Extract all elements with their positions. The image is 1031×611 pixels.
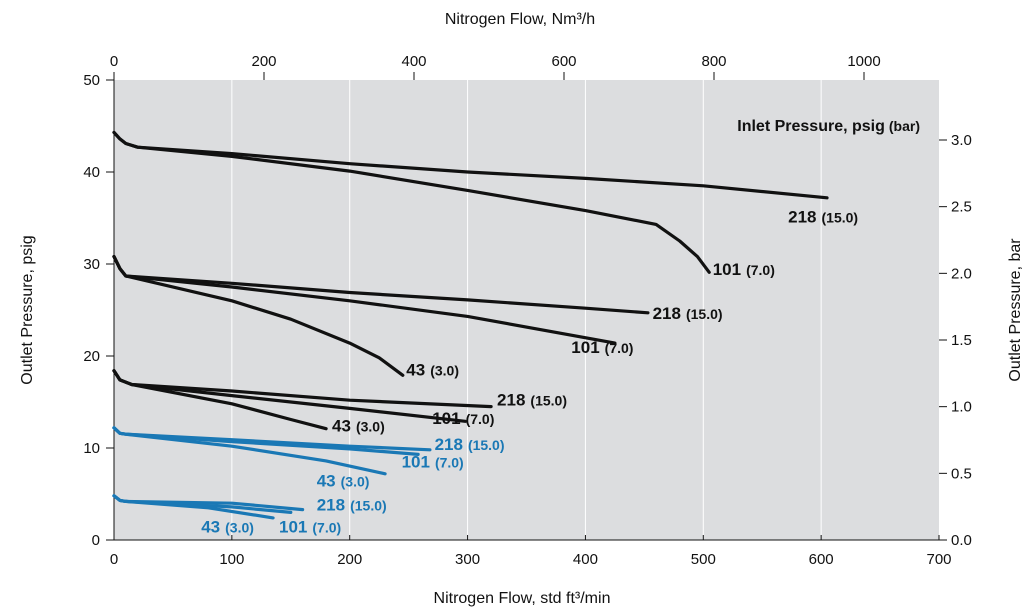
curve-labels: 218 (15.0)101 (7.0)218 (15.0)101 (7.0)43 (3.0… <box>201 208 858 537</box>
x2-tick-label: 600 <box>551 53 576 70</box>
curve-label: 218 (15.0) <box>653 304 723 323</box>
x-tick-label: 500 <box>691 551 716 568</box>
y2-tick-label: 1.0 <box>951 399 972 416</box>
x2-tick-label: 200 <box>251 53 276 70</box>
curve-label: 218 (15.0) <box>497 391 567 410</box>
x-tick-label: 100 <box>219 551 244 568</box>
curve-label: 101 (7.0) <box>571 338 633 357</box>
inlet-pressure-annotation: Inlet Pressure, psig (bar) <box>737 118 920 135</box>
x2-axis-title: Nitrogen Flow, Nm³/h <box>445 11 595 28</box>
y-tick-label: 40 <box>83 164 100 181</box>
curve-label: 101 (7.0) <box>713 260 775 279</box>
y-tick-label: 10 <box>83 440 100 457</box>
y2-axis-ticks: 0.0 0.5 1.0 1.5 2.0 2.5 3.0 <box>939 132 972 549</box>
x2-tick-label: 400 <box>401 53 426 70</box>
y2-tick-label: 2.0 <box>951 265 972 282</box>
curve-label: 101 (7.0) <box>279 518 341 537</box>
y-tick-label: 50 <box>83 72 100 89</box>
y2-tick-label: 0.5 <box>951 465 972 482</box>
y-axis-ticks: 0 10 20 30 40 50 <box>83 72 114 549</box>
y2-tick-label: 2.5 <box>951 199 972 216</box>
x2-tick-label: 1000 <box>847 53 880 70</box>
curve-label: 43 (3.0) <box>317 472 370 491</box>
y2-tick-label: 0.0 <box>951 532 972 549</box>
curve-label: 43 (3.0) <box>406 360 459 379</box>
x-tick-label: 400 <box>573 551 598 568</box>
y2-tick-label: 1.5 <box>951 332 972 349</box>
y-tick-label: 30 <box>83 256 100 273</box>
y-tick-label: 20 <box>83 348 100 365</box>
series-lines <box>112 130 829 520</box>
curve-label: 43 (3.0) <box>332 416 385 435</box>
x-tick-label: 300 <box>455 551 480 568</box>
x-axis-title: Nitrogen Flow, std ft³/min <box>434 590 611 607</box>
curve-label: 101 (7.0) <box>432 409 494 428</box>
y2-tick-label: 3.0 <box>951 132 972 149</box>
series-line <box>112 369 328 431</box>
curve-label: 218 (15.0) <box>788 208 858 227</box>
x-tick-label: 200 <box>337 551 362 568</box>
x2-tick-label: 0 <box>110 53 118 70</box>
series-line <box>112 255 405 377</box>
x-tick-label: 600 <box>809 551 834 568</box>
x-axis-ticks: 0 100 200 300 400 500 600 700 <box>110 535 952 568</box>
x-tick-label: 700 <box>926 551 951 568</box>
grid-lines <box>231 80 822 540</box>
x2-axis-ticks: 0 200 400 600 800 1000 <box>110 53 881 80</box>
series-line <box>112 426 387 476</box>
curve-label: 101 (7.0) <box>402 452 464 471</box>
axes <box>113 80 939 541</box>
y-axis-title: Outlet Pressure, psig <box>19 235 36 384</box>
curve-label: 218 (15.0) <box>317 496 387 515</box>
curve-label: 43 (3.0) <box>201 518 254 537</box>
y-tick-label: 0 <box>92 532 100 549</box>
series-line <box>112 130 711 274</box>
series-line <box>112 494 275 520</box>
y2-axis-title: Outlet Pressure, bar <box>1007 238 1024 382</box>
curve-label: 218 (15.0) <box>435 435 505 454</box>
plot-background <box>114 80 939 540</box>
x-tick-label: 0 <box>110 551 118 568</box>
x2-tick-label: 800 <box>701 53 726 70</box>
